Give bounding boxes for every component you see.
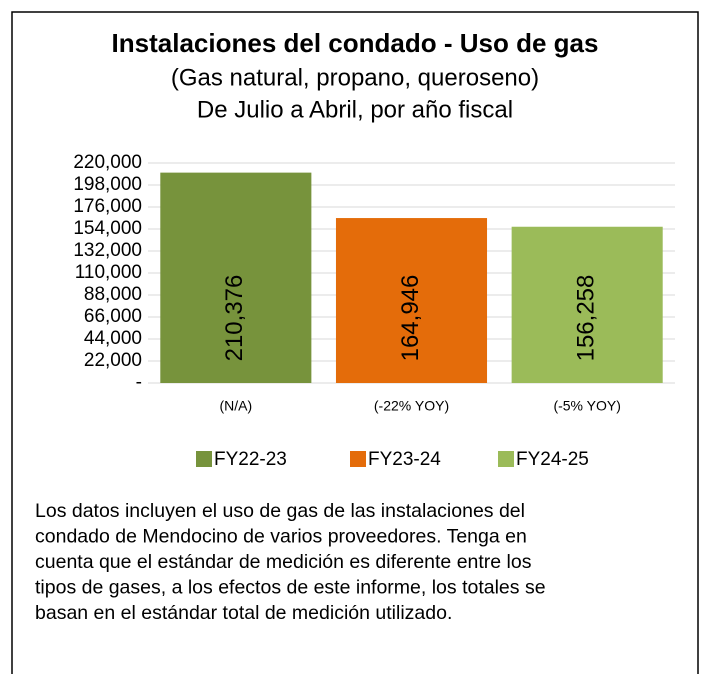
note-line: tipos de gases, a los efectos de este in… <box>35 577 546 599</box>
data-label: 156,258 <box>573 275 600 362</box>
y-tick-label: 154,000 <box>73 218 142 239</box>
y-tick-label: 110,000 <box>75 262 142 283</box>
y-tick-label: 132,000 <box>73 240 142 261</box>
x-tick-label: (-5% YOY) <box>553 398 620 414</box>
legend-swatch <box>196 451 212 467</box>
bar <box>160 172 312 383</box>
data-label: 210,376 <box>221 275 248 362</box>
y-tick-label: 88,000 <box>84 284 142 305</box>
data-label: 164,946 <box>397 275 424 362</box>
y-tick-label: 198,000 <box>73 174 142 195</box>
chart-subtitle: (Gas natural, propano, queroseno) <box>171 64 539 91</box>
bar <box>335 218 488 383</box>
legend-label: FY22-23 <box>214 449 287 470</box>
note-line: condado de Mendocino de varios proveedor… <box>35 526 527 548</box>
chart-title: Instalaciones del condado - Uso de gas <box>112 28 599 58</box>
y-tick-label: 66,000 <box>84 306 142 327</box>
y-tick-label: 22,000 <box>84 350 142 371</box>
y-tick-label: 220,000 <box>73 152 142 173</box>
y-tick-label: 44,000 <box>84 328 142 349</box>
bar <box>511 226 663 383</box>
chart-subtitle: De Julio a Abril, por año fiscal <box>197 96 513 123</box>
note-line: Los datos incluyen el uso de gas de las … <box>35 500 525 522</box>
note-line: cuenta que el estándar de medición es di… <box>35 551 532 573</box>
legend-swatch <box>350 451 366 467</box>
legend-label: FY23-24 <box>368 449 441 470</box>
legend-swatch <box>498 451 514 467</box>
x-tick-label: (-22% YOY) <box>374 398 449 414</box>
note-line: basan en el estándar total de medición u… <box>35 602 452 624</box>
legend-label: FY24-25 <box>516 449 589 470</box>
y-tick-label: 176,000 <box>73 196 142 217</box>
x-tick-label: (N/A) <box>219 398 252 414</box>
y-tick-label: - <box>136 372 142 393</box>
